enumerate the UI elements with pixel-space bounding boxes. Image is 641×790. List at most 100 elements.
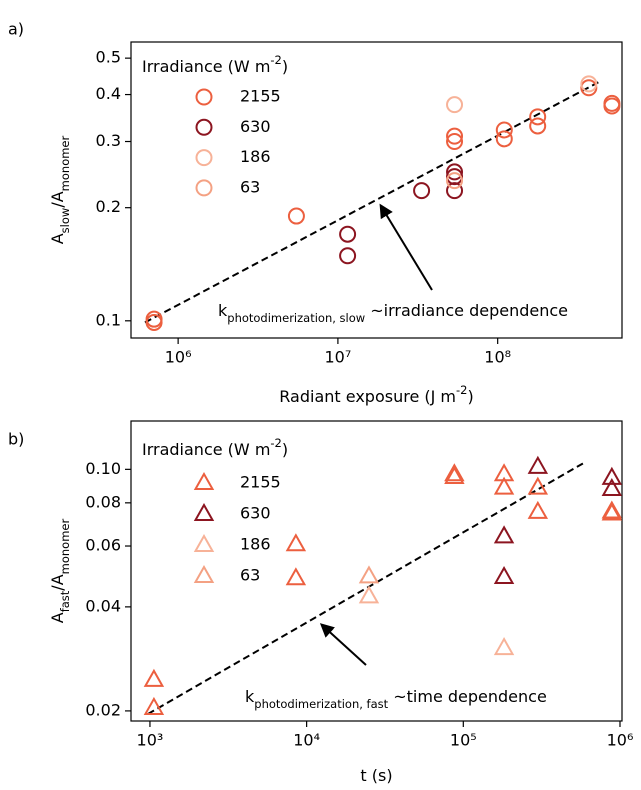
panel-label: b) bbox=[8, 430, 24, 449]
x-tick-label: 10⁵ bbox=[450, 731, 477, 750]
x-axis-label: t (s) bbox=[360, 766, 392, 785]
legend-title-part: -2 bbox=[270, 436, 281, 450]
data-point bbox=[580, 75, 598, 93]
x-axis-label-part: t (s) bbox=[360, 766, 392, 785]
y-tick-label: 0.4 bbox=[96, 84, 121, 103]
legend-marker bbox=[193, 502, 215, 521]
data-point bbox=[287, 207, 305, 225]
data-point bbox=[446, 96, 464, 114]
x-axis-label-part: Radiant exposure (J m bbox=[279, 387, 456, 406]
data-point bbox=[527, 455, 549, 474]
y-axis-label-part: /A bbox=[48, 574, 67, 590]
fit-line bbox=[147, 462, 584, 715]
data-point bbox=[446, 182, 464, 200]
y-axis-label: Afast/Amonomer bbox=[48, 518, 72, 623]
data-point bbox=[145, 313, 163, 331]
data-point bbox=[285, 533, 307, 552]
legend-marker bbox=[193, 564, 215, 583]
x-tick-label: 10⁷ bbox=[325, 348, 352, 367]
y-axis-label-part: A bbox=[48, 612, 67, 623]
y-tick-label: 0.3 bbox=[96, 131, 121, 150]
y-axis-label-part: A bbox=[48, 233, 67, 244]
legend-label: 2155 bbox=[240, 87, 281, 106]
x-axis-label-part: -2 bbox=[456, 383, 467, 397]
data-point bbox=[601, 466, 623, 485]
legend-title-part: ) bbox=[282, 440, 288, 459]
annotation-part: photodimerization, slow bbox=[227, 311, 365, 325]
data-point bbox=[493, 476, 515, 495]
annotation-part: k bbox=[218, 301, 228, 320]
y-tick-label: 0.10 bbox=[85, 459, 121, 478]
annotation-arrow bbox=[319, 623, 367, 666]
legend-marker bbox=[195, 149, 213, 167]
panel-label: a) bbox=[8, 20, 24, 39]
legend-title-part: Irradiance (W m bbox=[142, 440, 270, 459]
legend-marker bbox=[193, 471, 215, 490]
legend-marker bbox=[193, 533, 215, 552]
data-point bbox=[493, 637, 515, 656]
x-tick-label: 10⁶ bbox=[165, 348, 192, 367]
annotation-part: ~time dependence bbox=[388, 687, 547, 706]
data-point bbox=[143, 696, 165, 715]
data-point bbox=[358, 565, 380, 584]
y-tick-label: 0.1 bbox=[96, 310, 121, 329]
data-point bbox=[446, 163, 464, 181]
data-point bbox=[495, 130, 513, 148]
data-point bbox=[529, 117, 547, 135]
data-point bbox=[527, 476, 549, 495]
x-tick-label: 10³ bbox=[137, 731, 164, 750]
annotation: kphotodimerization, slow ~irradiance dep… bbox=[218, 301, 568, 325]
legend-label: 2155 bbox=[240, 473, 281, 492]
data-point bbox=[601, 502, 623, 521]
legend-title-part: Irradiance (W m bbox=[142, 57, 270, 76]
annotation: kphotodimerization, fast ~time dependenc… bbox=[245, 687, 547, 711]
annotation-part: k bbox=[245, 687, 255, 706]
data-point bbox=[339, 247, 357, 265]
y-axis-label-part: slow bbox=[58, 208, 72, 234]
data-point bbox=[601, 478, 623, 497]
legend-title-part: ) bbox=[282, 57, 288, 76]
data-point bbox=[446, 133, 464, 151]
data-point bbox=[413, 182, 431, 200]
data-point bbox=[444, 466, 465, 485]
legend-title: Irradiance (W m-2) bbox=[142, 53, 288, 76]
y-tick-label: 0.2 bbox=[96, 197, 121, 216]
data-point bbox=[358, 585, 380, 604]
x-axis-label-part: ) bbox=[467, 387, 473, 406]
legend-label: 630 bbox=[240, 117, 271, 136]
data-point bbox=[495, 121, 513, 139]
legend-label: 186 bbox=[240, 147, 271, 166]
plot-frame bbox=[130, 420, 623, 722]
y-tick-label: 0.06 bbox=[85, 536, 121, 555]
y-axis-label-part: /A bbox=[48, 191, 67, 207]
legend-label: 63 bbox=[240, 566, 260, 585]
legend-marker bbox=[195, 118, 213, 136]
y-tick-label: 0.04 bbox=[85, 596, 121, 615]
x-tick-label: 10⁴ bbox=[293, 731, 320, 750]
x-tick-label: 10⁸ bbox=[484, 348, 511, 367]
y-tick-label: 0.5 bbox=[96, 48, 121, 67]
y-tick-label: 0.02 bbox=[85, 700, 121, 719]
annotation-arrow bbox=[379, 203, 433, 291]
data-point bbox=[446, 172, 464, 190]
data-point bbox=[444, 463, 465, 482]
data-point bbox=[339, 225, 357, 243]
y-axis-label-part: monomer bbox=[58, 135, 72, 191]
data-point bbox=[145, 310, 163, 328]
legend-marker bbox=[195, 179, 213, 197]
y-tick-label: 0.08 bbox=[85, 492, 121, 511]
data-point bbox=[527, 500, 549, 519]
y-axis-label-part: monomer bbox=[58, 518, 72, 574]
legend-label: 630 bbox=[240, 504, 271, 523]
annotation-part: photodimerization, fast bbox=[254, 697, 388, 711]
plot-frame bbox=[130, 41, 623, 339]
data-point bbox=[603, 97, 621, 115]
y-axis-label-part: fast bbox=[58, 590, 72, 612]
legend-label: 186 bbox=[240, 535, 271, 554]
x-axis-label: Radiant exposure (J m-2) bbox=[279, 383, 473, 406]
legend-title-part: -2 bbox=[270, 53, 281, 67]
data-point bbox=[143, 668, 165, 687]
legend-label: 63 bbox=[240, 177, 260, 196]
x-tick-label: 10⁶ bbox=[607, 731, 634, 750]
